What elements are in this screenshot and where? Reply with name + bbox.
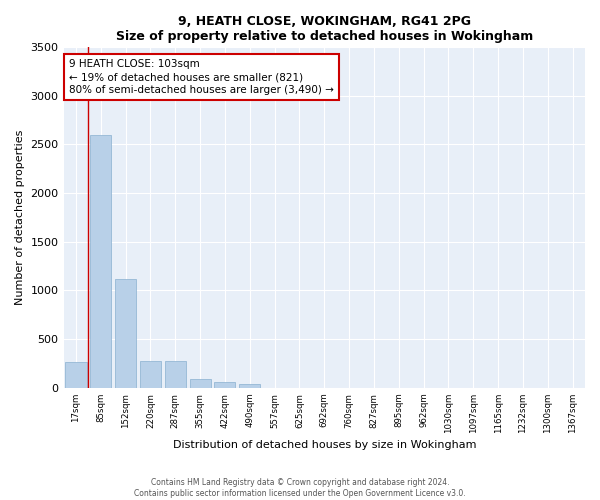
Bar — [90, 134, 112, 388]
Bar — [214, 382, 235, 388]
Title: 9, HEATH CLOSE, WOKINGHAM, RG41 2PG
Size of property relative to detached houses: 9, HEATH CLOSE, WOKINGHAM, RG41 2PG Size… — [116, 15, 533, 43]
Bar — [140, 360, 161, 388]
Text: Contains HM Land Registry data © Crown copyright and database right 2024.
Contai: Contains HM Land Registry data © Crown c… — [134, 478, 466, 498]
Bar — [115, 278, 136, 388]
Bar — [190, 379, 211, 388]
X-axis label: Distribution of detached houses by size in Wokingham: Distribution of detached houses by size … — [173, 440, 476, 450]
Text: 9 HEATH CLOSE: 103sqm
← 19% of detached houses are smaller (821)
80% of semi-det: 9 HEATH CLOSE: 103sqm ← 19% of detached … — [69, 59, 334, 96]
Bar — [239, 384, 260, 388]
Bar — [65, 362, 86, 388]
Bar — [165, 360, 186, 388]
Y-axis label: Number of detached properties: Number of detached properties — [15, 130, 25, 305]
